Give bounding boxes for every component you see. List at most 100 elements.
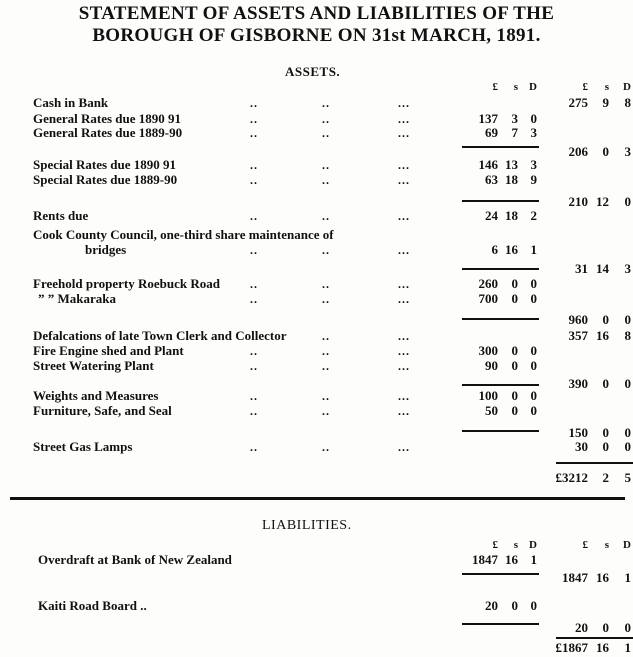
- leader-dots: ..: [250, 96, 258, 110]
- subtotal-amount-shillings: 16: [505, 242, 518, 257]
- subtotal-amount-pence: 1: [530, 242, 538, 257]
- leader-dots: ...: [398, 112, 410, 126]
- line-item-label: Kaiti Road Board ..: [38, 598, 147, 613]
- total-amount-pence: 1: [624, 640, 632, 655]
- subtotal-amount-shillings: 7: [511, 125, 519, 140]
- total-amount-pounds: 960: [568, 312, 589, 327]
- subtotal-amount-pence: 1: [530, 552, 538, 567]
- total-amount-shillings: 16: [596, 570, 609, 585]
- assets-heading: ASSETS.: [285, 64, 341, 79]
- section-divider: [10, 497, 625, 500]
- total-amount-pence: 1: [624, 570, 632, 585]
- total-amount-pounds: 390: [568, 376, 589, 391]
- subtotal-amount-pence: 2: [530, 208, 538, 223]
- subtotal-amount-pounds: 50: [485, 403, 498, 418]
- total-amount-pounds: 20: [575, 620, 588, 635]
- leader-dots: ...: [398, 344, 410, 358]
- total-amount-pence: 8: [624, 328, 632, 343]
- total-amount-pounds: 31: [575, 261, 588, 276]
- leader-dots: ..: [322, 112, 330, 126]
- leader-dots: ..: [250, 112, 258, 126]
- column-header-pounds: £: [582, 539, 589, 551]
- leader-dots: ...: [398, 329, 410, 343]
- leader-dots: ..: [322, 359, 330, 373]
- subtotal-amount-pence: 0: [530, 111, 538, 126]
- subtotal-amount-pounds: 137: [478, 111, 499, 126]
- line-item-label: ” ” Makaraka: [38, 291, 116, 306]
- leader-dots: ...: [398, 440, 410, 454]
- leader-dots: ..: [322, 277, 330, 291]
- total-amount-shillings: 16: [596, 640, 609, 655]
- subtotal-amount-pence: 3: [530, 157, 538, 172]
- column-header-pounds: £: [492, 81, 499, 93]
- subtotal-amount-pence: 0: [530, 358, 538, 373]
- leader-dots: ..: [322, 344, 330, 358]
- total-amount-pounds: 150: [568, 425, 589, 440]
- total-amount-shillings: 0: [602, 620, 610, 635]
- liabilities-heading: LIABILITIES.: [262, 518, 352, 533]
- leader-dots: ..: [322, 292, 330, 306]
- total-amount-shillings: 16: [596, 328, 609, 343]
- total-amount-pence: 0: [624, 439, 632, 454]
- subtotal-rule: [462, 146, 539, 148]
- leader-dots: ...: [398, 292, 410, 306]
- title-line-1: STATEMENT OF ASSETS AND LIABILITIES OF T…: [78, 3, 555, 24]
- total-amount-shillings: 0: [602, 376, 610, 391]
- total-rule: [556, 637, 633, 639]
- column-header-pence: D: [529, 81, 537, 93]
- leader-dots: ..: [322, 440, 330, 454]
- total-amount-pounds: £3212: [555, 470, 589, 485]
- column-header-shillings: s: [513, 539, 518, 551]
- subtotal-amount-pounds: 146: [478, 157, 499, 172]
- total-amount-pounds: 275: [568, 95, 589, 110]
- subtotal-amount-shillings: 18: [505, 172, 518, 187]
- subtotal-amount-shillings: 0: [511, 358, 519, 373]
- subtotal-amount-pence: 0: [530, 343, 538, 358]
- leader-dots: ...: [398, 158, 410, 172]
- total-amount-pounds: 206: [568, 144, 589, 159]
- leader-dots: ...: [398, 359, 410, 373]
- line-item-label: Cook County Council, one-third share mai…: [33, 227, 334, 242]
- total-amount-shillings: 12: [596, 194, 609, 209]
- subtotal-amount-pounds: 700: [478, 291, 499, 306]
- subtotal-amount-pounds: 24: [485, 208, 498, 223]
- subtotal-rule: [462, 268, 539, 270]
- leader-dots: ...: [398, 404, 410, 418]
- subtotal-amount-shillings: 13: [505, 157, 518, 172]
- subtotal-amount-shillings: 0: [511, 343, 519, 358]
- total-amount-pence: 0: [624, 620, 632, 635]
- subtotal-amount-pounds: 63: [485, 172, 498, 187]
- column-header-shillings: s: [513, 81, 518, 93]
- leader-dots: ..: [322, 389, 330, 403]
- subtotal-amount-pounds: 6: [491, 242, 499, 257]
- line-item-label: Fire Engine shed and Plant: [33, 343, 184, 358]
- total-amount-pounds: 210: [568, 194, 589, 209]
- leader-dots: ..: [250, 158, 258, 172]
- subtotal-rule: [462, 623, 539, 625]
- title-line-2: BOROUGH OF GISBORNE ON 31st MARCH, 1891.: [92, 25, 541, 46]
- subtotal-amount-pence: 9: [530, 172, 538, 187]
- total-amount-shillings: 2: [602, 470, 610, 485]
- subtotal-amount-pounds: 20: [485, 598, 498, 613]
- leader-dots: ..: [322, 96, 330, 110]
- total-amount-pence: 3: [624, 261, 632, 276]
- subtotal-amount-shillings: 0: [511, 403, 519, 418]
- leader-dots: ..: [322, 209, 330, 223]
- leader-dots: ..: [250, 404, 258, 418]
- subtotal-rule: [462, 384, 539, 386]
- line-item-label: Overdraft at Bank of New Zealand: [38, 552, 232, 567]
- line-item-label: General Rates due 1889-90: [33, 125, 183, 140]
- total-amount-shillings: 0: [602, 425, 610, 440]
- leader-dots: ..: [250, 173, 258, 187]
- leader-dots: ..: [250, 209, 258, 223]
- subtotal-amount-pounds: 300: [478, 343, 499, 358]
- leader-dots: ..: [250, 277, 258, 291]
- total-amount-pence: 5: [624, 470, 632, 485]
- subtotal-amount-pence: 3: [530, 125, 538, 140]
- subtotal-rule: [462, 430, 539, 432]
- leader-dots: ...: [398, 209, 410, 223]
- leader-dots: ..: [250, 344, 258, 358]
- column-header-pounds: £: [582, 81, 589, 93]
- subtotal-amount-pence: 0: [530, 598, 538, 613]
